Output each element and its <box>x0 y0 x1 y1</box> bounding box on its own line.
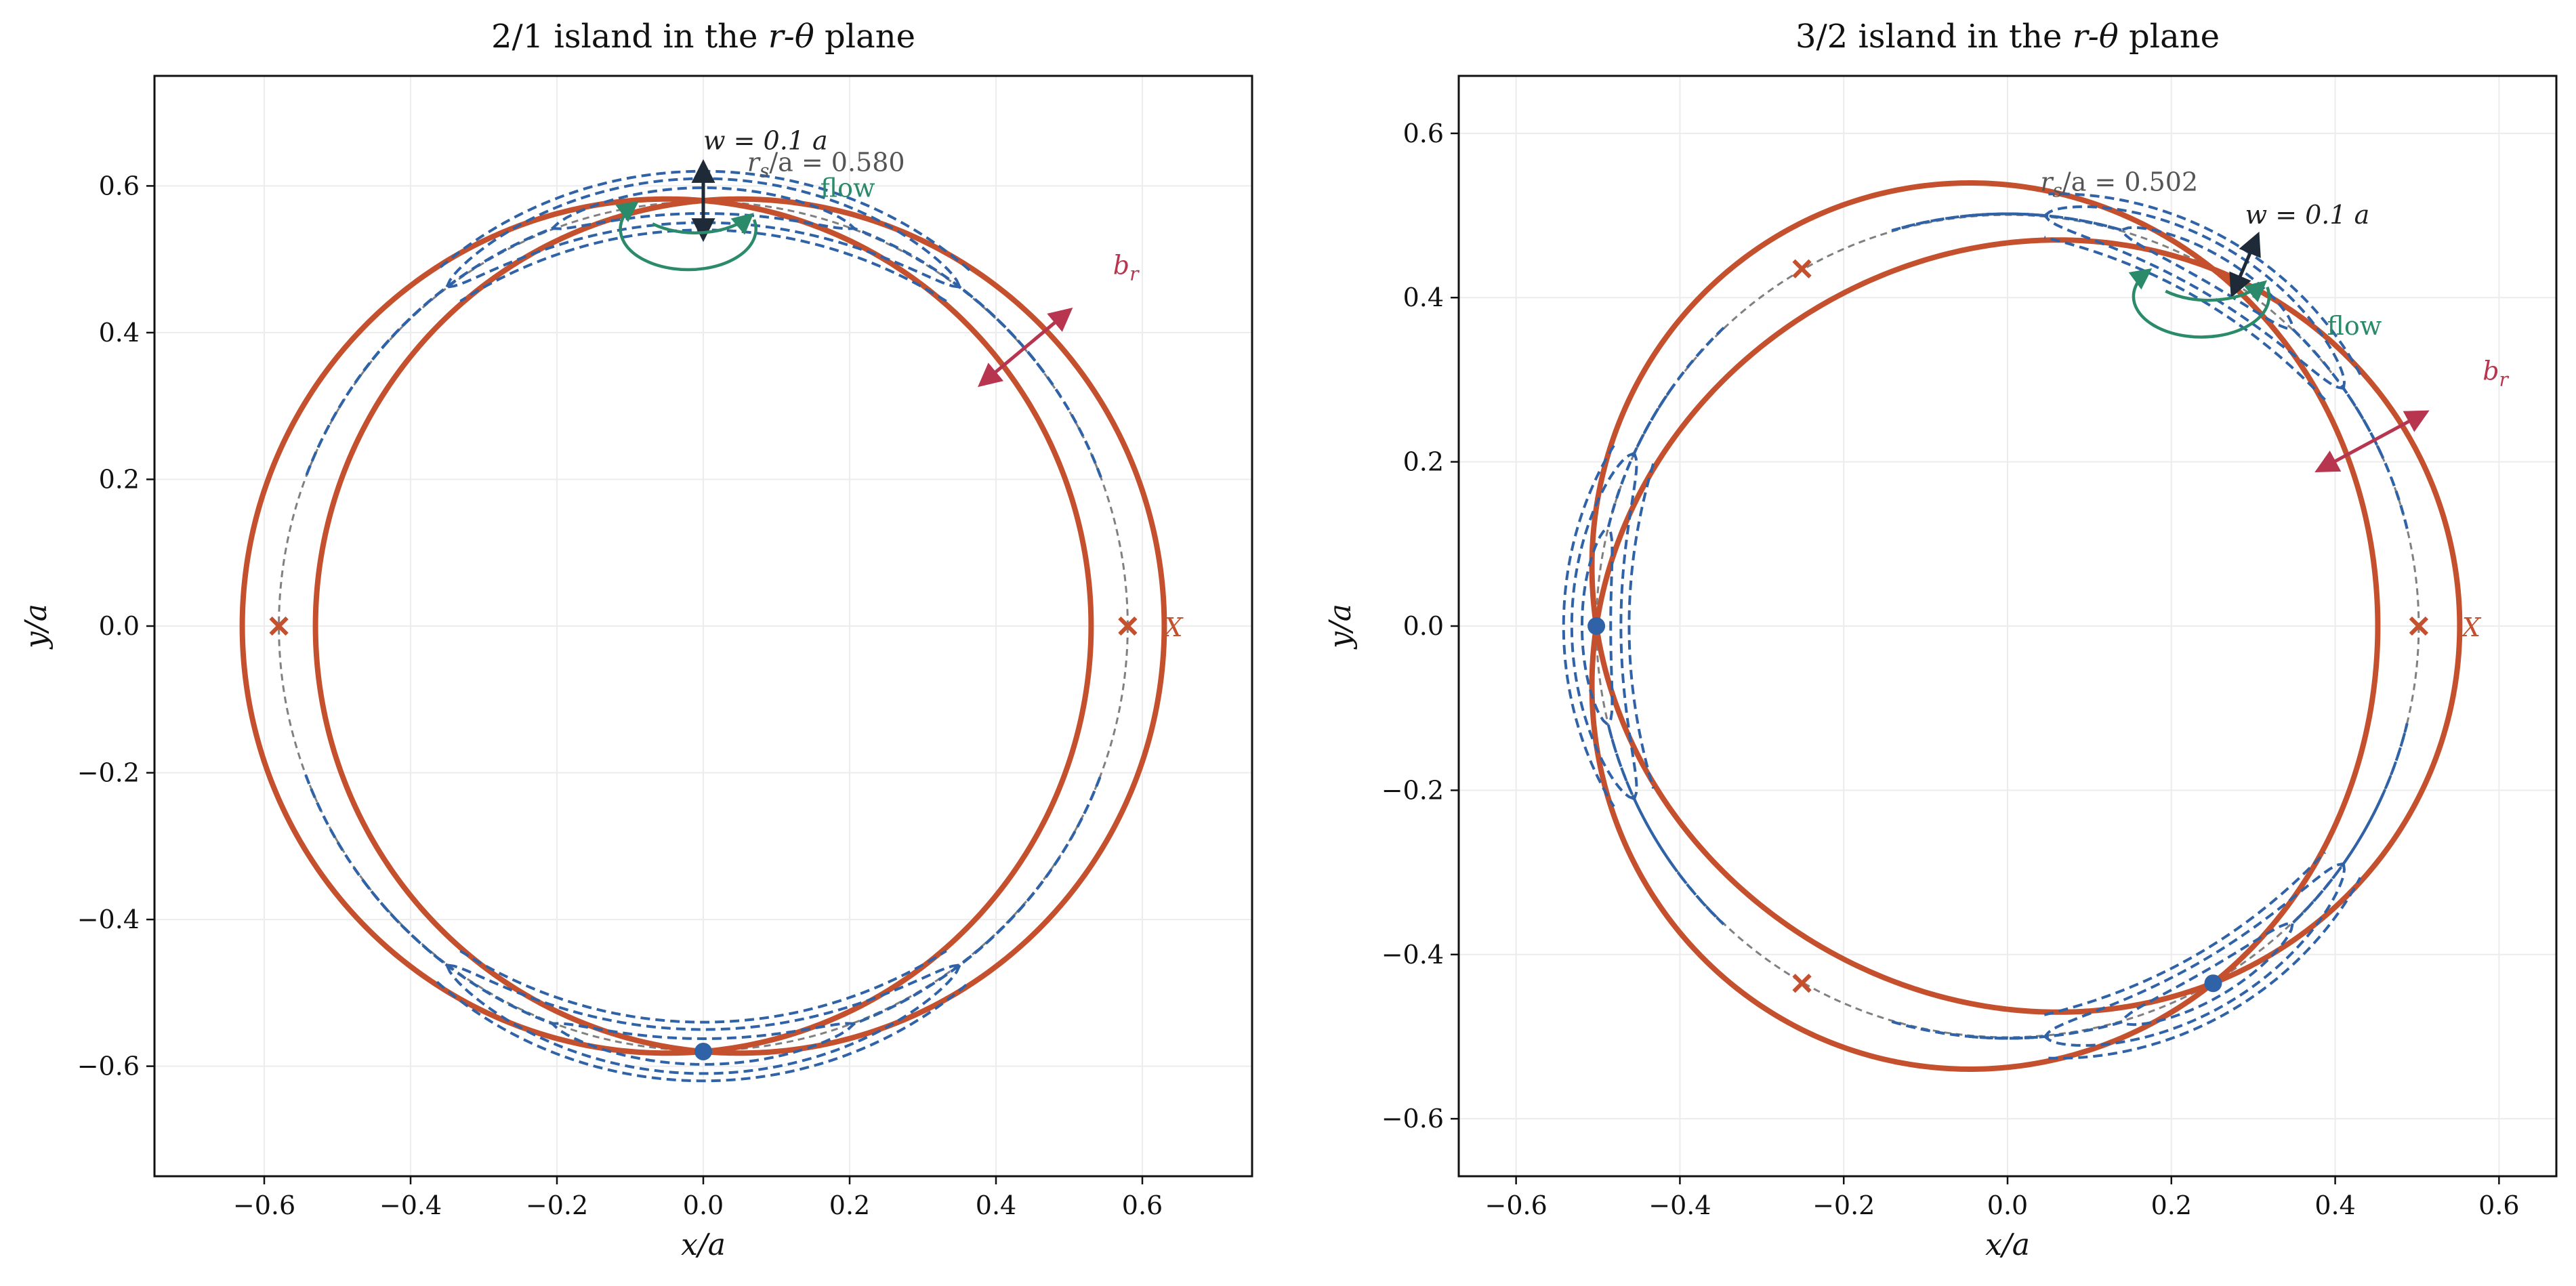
flux-surface <box>1891 723 2409 1040</box>
x-point-marker <box>1792 259 1812 278</box>
flow-arrow-arc-lower <box>2165 280 2268 303</box>
x-tick-label: 0.6 <box>1122 1190 1163 1220</box>
x-tick-label: 0.2 <box>829 1190 870 1220</box>
y-tick-label: −0.2 <box>77 758 140 788</box>
panel-title: 3/2 island in the r-θ plane <box>1795 18 2220 56</box>
x-tick-label: −0.2 <box>526 1190 588 1220</box>
flux-surface <box>362 880 1044 1075</box>
rs-label: rs/a = 0.502 <box>2040 167 2198 202</box>
flux-surface <box>1627 463 1655 789</box>
y-tick-label: 0.4 <box>1403 283 1444 312</box>
y-tick-label: 0.6 <box>99 171 140 201</box>
panel-title: 2/1 island in the r-θ plane <box>491 18 915 56</box>
width-label: w = 0.1 a <box>703 125 828 155</box>
ticks: −0.6 −0.4 −0.2 0.0 0.2 0.4 0.6 −0.6 −0.4 −0.2 0.0 0… <box>77 171 1163 1220</box>
flow-arrow-arc <box>615 201 757 272</box>
flow-arrow-arc-lower <box>652 213 754 235</box>
y-axis-label: y/a <box>19 604 54 650</box>
o-point-marker <box>2204 974 2222 993</box>
br-arrow <box>2314 410 2430 473</box>
separatrix-curve <box>1589 237 2463 1072</box>
y-tick-label: 0.2 <box>1403 447 1444 477</box>
br-label: br <box>1113 250 1140 285</box>
br-arrow <box>978 307 1073 388</box>
y-tick-label: −0.4 <box>1382 940 1444 970</box>
o-point-marker <box>1587 617 1606 635</box>
x-tick-label: −0.6 <box>233 1190 295 1220</box>
y-tick-label: 0.4 <box>99 318 140 348</box>
flow-label: flow <box>820 173 875 203</box>
flux-surface <box>1562 444 1615 808</box>
x-axis-label: x/a <box>681 1228 726 1262</box>
y-axis-label: y/a <box>1323 604 1358 650</box>
x-axis-label: x/a <box>1985 1228 2030 1262</box>
x-tick-label: −0.2 <box>1812 1190 1875 1220</box>
flux-surface <box>2048 192 2362 375</box>
y-tick-label: −0.6 <box>77 1052 140 1081</box>
x-point-marker <box>1118 616 1138 636</box>
x-tick-label: 0.4 <box>2314 1190 2355 1220</box>
x-tick-label: 0.0 <box>683 1190 724 1220</box>
x-tick-label: 0.0 <box>1987 1190 2028 1220</box>
width-label: w = 0.1 a <box>2245 200 2370 230</box>
flux-surface <box>2043 236 2326 401</box>
x-tick-label: 0.4 <box>976 1190 1016 1220</box>
panel-3-2-island: 3/2 island in the r-θ plane w = 0.1 a rs/… <box>1323 18 2558 1262</box>
flux-surface <box>2048 877 2362 1060</box>
flux-surface <box>459 949 947 1024</box>
o-point-marker <box>694 1042 712 1060</box>
rs-label: rs/a = 0.580 <box>747 148 905 182</box>
br-label: br <box>2482 356 2509 390</box>
x-tick-label: −0.6 <box>1484 1190 1547 1220</box>
flow-label: flow <box>2327 311 2382 341</box>
flux-surface <box>2043 851 2326 1016</box>
grid <box>154 76 1252 1176</box>
x-point-marker <box>2409 616 2429 636</box>
flux-surface <box>436 980 971 1083</box>
y-tick-label: 0.2 <box>99 464 140 494</box>
separatrix-curve <box>312 196 1167 1056</box>
x-point-label: X <box>2460 613 2482 642</box>
x-tick-label: 0.6 <box>2478 1190 2519 1220</box>
island-width-arrow <box>2229 231 2261 298</box>
y-tick-label: 0.0 <box>99 611 140 641</box>
y-tick-label: 0.6 <box>1403 119 1444 148</box>
separatrix-curve <box>1589 180 2463 1015</box>
plot-area: w = 0.1 a rs/a = 0.502 flow br X <box>1562 167 2510 1072</box>
x-point-marker <box>1792 974 1812 993</box>
x-point-label: X <box>1162 613 1184 642</box>
x-tick-label: 0.2 <box>2151 1190 2192 1220</box>
x-point-marker <box>269 616 289 636</box>
y-tick-label: −0.6 <box>1382 1104 1444 1134</box>
y-tick-label: 0.0 <box>1403 611 1444 641</box>
y-tick-label: −0.4 <box>77 905 140 934</box>
x-tick-label: −0.4 <box>379 1190 442 1220</box>
flow-arrow-arc <box>2128 268 2271 339</box>
panel-2-1-island: 2/1 island in the r-θ plane w = 0.1 ars/… <box>19 18 1253 1262</box>
grid <box>1459 76 2556 1176</box>
separatrix-curve <box>239 196 1094 1056</box>
y-tick-label: −0.2 <box>1382 775 1444 805</box>
ticks: −0.6 −0.4 −0.2 0.0 0.2 0.4 0.6 −0.6 −0.4 −0.2 0.0 0… <box>1382 119 2520 1220</box>
x-tick-label: −0.4 <box>1648 1190 1711 1220</box>
